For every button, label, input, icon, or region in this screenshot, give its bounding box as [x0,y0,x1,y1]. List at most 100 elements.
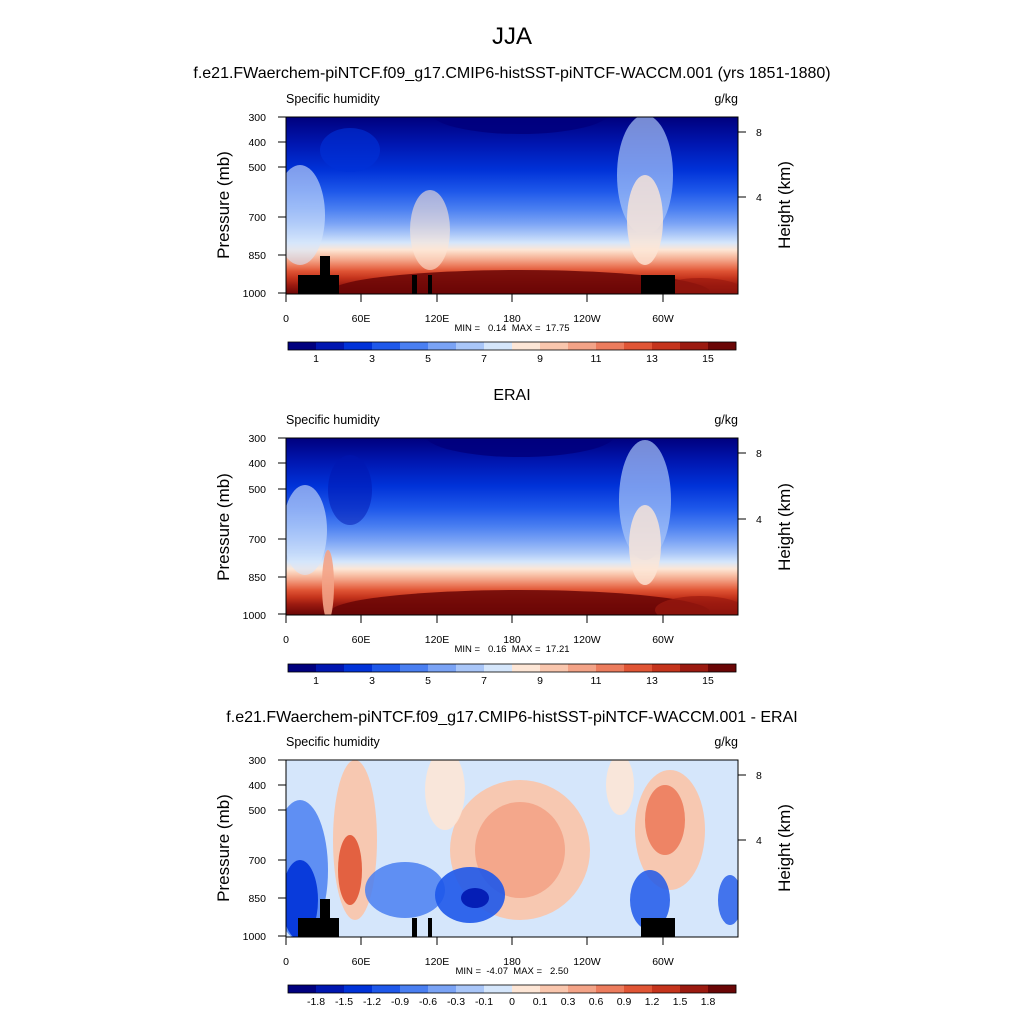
colorbar-swatch [288,342,317,350]
colorbar-label: -0.3 [447,996,465,1008]
colorbar-label: 11 [591,353,602,365]
panel-1-boundary-layer [330,270,710,294]
panel-2-xtick-180: 180 [503,634,521,646]
colorbar-label: -1.8 [307,996,325,1008]
colorbar-swatch [484,342,513,350]
colorbar-swatch [568,342,597,350]
panel-2-y2tick-4: 4 [756,514,762,526]
panel-3-xtick-120e: 120E [425,956,450,968]
panel-3-positive-pacific-core [475,802,565,898]
panel-2-ytick-400: 400 [248,458,266,470]
panel-3-xtick-60w: 60W [652,956,674,968]
panel-1-xtick-60e: 60E [352,313,371,325]
colorbar-swatch [344,664,373,672]
panel-3-y2ticks-marks [738,774,746,841]
colorbar-frame [287,341,737,351]
panel-3-colorbar: -1.8 -1.5 -1.2 -0.9 -0.6 -0.3 -0.1 0 0.1 0.3 0.6 0.… [287,984,737,1008]
colorbar-swatch [596,664,625,672]
panel-1-y2tick-4: 4 [756,192,762,204]
panel-3-ytick-300: 300 [248,755,266,767]
colorbar-label: 5 [425,353,431,365]
panel-1-yticks-marks [278,116,286,294]
colorbar-swatch [512,664,541,672]
panel-3-minmax: MIN = -4.07 MAX = 2.50 [456,966,569,977]
panel-3-topography-americas [641,918,675,937]
colorbar-label: 1 [313,353,319,365]
colorbar-swatch [652,664,681,672]
panel-2-dry-streak [322,550,334,615]
colorbar-swatch [540,342,569,350]
colorbar-swatch [316,985,345,993]
panel-2-xtick-0: 0 [283,634,289,646]
panel-1-dry-region [432,117,608,134]
panel-3-ytick-1000: 1000 [243,931,267,943]
panel-2-title: ERAI [493,387,530,404]
panel-3-y2tick-8: 8 [756,770,762,782]
colorbar-swatch [708,985,737,993]
colorbar-label: 13 [646,353,658,365]
panel-3-negative-indian [365,862,445,918]
panel-1-ytick-700: 700 [248,212,266,224]
colorbar-label: 9 [537,353,543,365]
colorbar-swatch [512,985,541,993]
colorbar-swatch [568,664,597,672]
panel-3-ytick-850: 850 [248,893,266,905]
colorbar-swatch [400,664,429,672]
panel-1-variable-label: Specific humidity [286,92,381,106]
panel-1-ytick-400: 400 [248,137,266,149]
colorbar-label: 1.8 [701,996,716,1008]
colorbar-swatch [540,664,569,672]
panel-1-boundary-layer-west [655,278,738,294]
colorbar-swatch [316,664,345,672]
colorbar-swatch [624,985,653,993]
panel-2-ytick-850: 850 [248,572,266,584]
panel-1-xtick-120w: 120W [573,313,601,325]
panel-2-colorbar: 1 3 5 7 9 11 13 15 [287,663,737,687]
panel-2-dry-region [425,438,615,457]
figure-title: JJA [492,23,532,50]
panel-3-topography-asia-2 [428,918,432,937]
panel-3-field [286,760,738,937]
colorbar-swatch [428,342,457,350]
panel-3-xticks-marks [285,937,664,945]
panel-2-minmax: MIN = 0.16 MAX = 17.21 [454,644,569,655]
colorbar-frame [287,663,737,673]
panel-1-units-label: g/kg [714,92,738,106]
colorbar-label: 7 [481,675,487,687]
panel-1-y2label: Height (km) [775,161,794,249]
colorbar-swatch [316,342,345,350]
panel-1-moist-tower-west-core [627,175,663,265]
panel-2-y2ticks-marks [738,452,746,520]
panel-1-minmax: MIN = 0.14 MAX = 17.75 [454,323,569,334]
panel-1-moist-column [410,190,450,270]
colorbar-label: -0.1 [475,996,493,1008]
colorbar-label: 1.5 [673,996,688,1008]
panel-3-positive-africa-core [338,835,362,905]
panel-1-xtick-60w: 60W [652,313,674,325]
panel-3-ytick-700: 700 [248,855,266,867]
panel-2-y2label: Height (km) [775,483,794,571]
colorbar-label: -0.9 [391,996,409,1008]
colorbar-label: -1.2 [363,996,381,1008]
panel-3-units-label: g/kg [714,735,738,749]
panel-3-positive-americas-core [645,785,685,855]
panel-3-xtick-60e: 60E [352,956,371,968]
colorbar-swatch [456,342,485,350]
colorbar-swatch [596,342,625,350]
colorbar-swatch [428,664,457,672]
panel-3-yticks-marks [278,759,286,937]
panel-3-title: f.e21.FWaerchem-piNTCF.f09_g17.CMIP6-his… [226,709,797,726]
colorbar-label: 0.9 [617,996,632,1008]
panel-3-ytick-500: 500 [248,805,266,817]
colorbar-swatch [288,664,317,672]
panel-1-xtick-180: 180 [503,313,521,325]
panel-3: f.e21.FWaerchem-piNTCF.f09_g17.CMIP6-his… [214,709,798,1008]
colorbar-swatch [372,342,401,350]
panel-3-negative-americas [630,870,670,930]
panel-2: ERAI Specific humidity g/kg 300 400 500 … [214,387,794,687]
colorbar-swatch [680,664,709,672]
colorbar-label: 0.3 [561,996,576,1008]
colorbar-label: 11 [591,675,602,687]
panel-2-ytick-300: 300 [248,433,266,445]
